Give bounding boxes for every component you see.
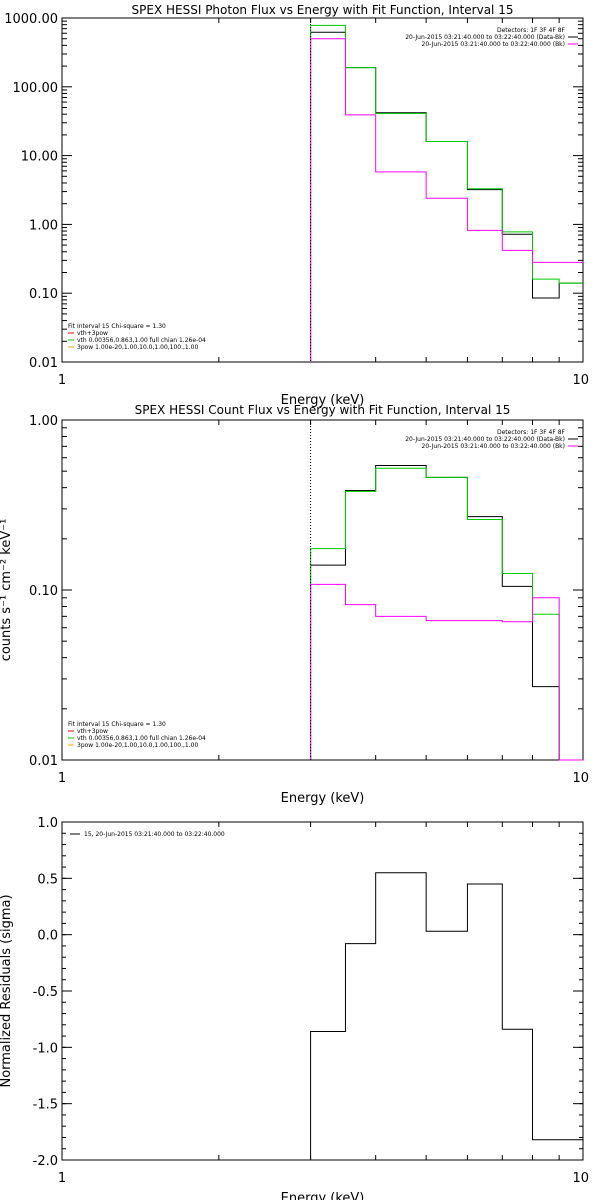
fit-legend-entry: Fit Interval 15 Chi-square = 1.30 <box>68 323 166 330</box>
legend-entry: 20-Jun-2015 03:21:40.000 to 03:22:40.000… <box>405 436 565 443</box>
y-tick-label: 0.10 <box>29 584 58 599</box>
chart-panel-2: SPEX HESSI Count Flux vs Energy with Fit… <box>0 403 589 806</box>
y-tick-label: 1.00 <box>29 414 58 429</box>
chart-title: SPEX HESSI Photon Flux vs Energy with Fi… <box>132 3 514 17</box>
plot-frame <box>61 419 584 761</box>
legend-entry: 15, 20-Jun-2015 03:21:40.000 to 03:22:40… <box>84 831 225 838</box>
y-axis-label: Normalized Residuals (sigma) <box>0 894 14 1087</box>
series-1-steps <box>310 872 583 1160</box>
legend-entry: 20-Jun-2015 03:21:40.000 to 03:22:40.000… <box>405 34 565 41</box>
y-tick-label: 10.00 <box>21 150 58 165</box>
x-tick-label: 10 <box>572 771 589 786</box>
y-tick-label: 0.01 <box>29 754 58 769</box>
fit-legend-entry: Fit Interval 15 Chi-square = 1.30 <box>68 721 166 728</box>
chart-panel-1: SPEX HESSI Photon Flux vs Energy with Fi… <box>4 3 589 408</box>
x-axis-label: Energy (keV) <box>281 791 365 806</box>
legend-entry: 20-Jun-2015 03:21:40.000 to 03:22:40.000… <box>422 41 565 48</box>
chart-title: SPEX HESSI Count Flux vs Energy with Fit… <box>135 403 511 417</box>
y-tick-label: 0.5 <box>37 872 58 887</box>
y-axis-label: counts s⁻¹ cm⁻² keV⁻¹ <box>0 519 14 662</box>
series-2-steps <box>310 467 583 761</box>
y-tick-label: 1.0 <box>37 816 58 831</box>
fit-legend-entry: vth+3pow <box>77 728 108 735</box>
legend-entry: 20-Jun-2015 03:21:40.000 to 03:22:40.000… <box>422 443 565 450</box>
series-1-steps <box>310 464 583 761</box>
fit-legend-entry: 3pow 1.00e-20,1.00,10.0,1.00,100.,1.00 <box>77 344 198 351</box>
chart-panel-3: 1 10 1.0 0.5 0.0 -0.5 -1.0 -1.5 -2.0 Energy (keV)… <box>0 816 589 1200</box>
y-tick-label: 0.01 <box>29 356 58 371</box>
x-axis-label: Energy (keV) <box>281 1191 365 1200</box>
fit-legend-entry: vth 0.00356,0.863,1.00 full chian 1.26e-… <box>77 735 206 742</box>
x-tick-label: 1 <box>58 373 66 388</box>
y-tick-label: -2.0 <box>33 1154 58 1169</box>
fit-legend-entry: vth 0.00356,0.863,1.00 full chian 1.26e-… <box>77 337 206 344</box>
legend-entry: Detectors: 1F 3F 4F 8F <box>497 27 566 34</box>
y-tick-label: 0.0 <box>37 929 58 944</box>
x-tick-label: 10 <box>572 1171 589 1186</box>
y-tick-label: 100.00 <box>13 81 59 96</box>
legend-entry: Detectors: 1F 3F 4F 8F <box>497 429 566 436</box>
y-tick-label: -0.5 <box>33 985 58 1000</box>
x-axis-label: Energy (keV) <box>281 393 365 408</box>
plot-frame <box>61 821 584 1161</box>
plot-frame <box>61 17 584 363</box>
y-tick-label: 1000.00 <box>4 12 58 27</box>
x-tick-label: 1 <box>58 1171 66 1186</box>
fit-legend-entry: 3pow 1.00e-20,1.00,10.0,1.00,100.,1.00 <box>77 742 198 749</box>
y-tick-label: 0.10 <box>29 287 58 302</box>
series-2-steps <box>310 24 583 362</box>
series-3-steps <box>310 38 583 362</box>
x-tick-label: 10 <box>572 373 589 388</box>
y-tick-label: -1.5 <box>33 1098 58 1113</box>
series-1-steps <box>310 31 583 362</box>
fit-legend-entry: vth+3pow <box>77 330 108 337</box>
x-tick-label: 1 <box>58 771 66 786</box>
y-tick-label: -1.0 <box>33 1041 58 1056</box>
series-3-steps <box>310 583 583 761</box>
y-tick-label: 1.00 <box>29 218 58 233</box>
